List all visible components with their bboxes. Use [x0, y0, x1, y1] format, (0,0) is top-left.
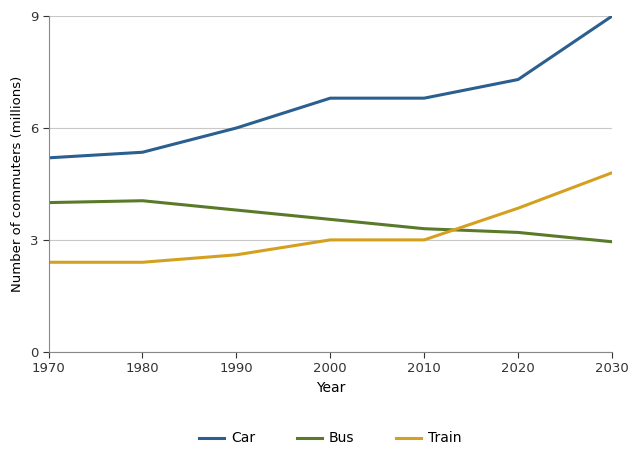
Line: Train: Train: [49, 173, 612, 262]
Train: [326, 237, 334, 243]
Train: [420, 237, 428, 243]
Train: [45, 260, 52, 265]
Bus: [608, 239, 616, 244]
Y-axis label: Number of commuters (millions): Number of commuters (millions): [11, 76, 24, 292]
Bus: [515, 230, 522, 235]
Bus: [326, 216, 334, 222]
Legend: Car, Bus, Train: Car, Bus, Train: [193, 426, 467, 451]
Bus: [45, 200, 52, 205]
Line: Bus: Bus: [49, 201, 612, 242]
Car: [139, 150, 147, 155]
Car: [515, 77, 522, 82]
Bus: [139, 198, 147, 203]
Car: [45, 155, 52, 161]
Train: [608, 170, 616, 175]
Train: [139, 260, 147, 265]
Car: [608, 14, 616, 19]
Bus: [420, 226, 428, 231]
Bus: [232, 207, 240, 213]
X-axis label: Year: Year: [316, 381, 345, 395]
Car: [420, 96, 428, 101]
Car: [326, 96, 334, 101]
Line: Car: Car: [49, 16, 612, 158]
Train: [515, 206, 522, 211]
Car: [232, 125, 240, 131]
Train: [232, 252, 240, 258]
